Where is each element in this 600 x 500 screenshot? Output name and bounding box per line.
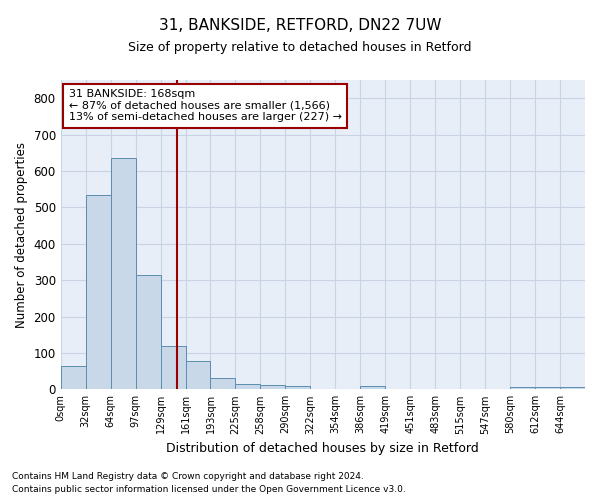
Bar bbox=[260, 386, 286, 390]
Text: Contains public sector information licensed under the Open Government Licence v3: Contains public sector information licen… bbox=[12, 485, 406, 494]
Bar bbox=[286, 386, 310, 390]
Bar bbox=[510, 388, 535, 390]
Bar bbox=[360, 386, 385, 390]
Text: Contains HM Land Registry data © Crown copyright and database right 2024.: Contains HM Land Registry data © Crown c… bbox=[12, 472, 364, 481]
Bar bbox=[86, 194, 110, 390]
X-axis label: Distribution of detached houses by size in Retford: Distribution of detached houses by size … bbox=[166, 442, 479, 455]
Bar bbox=[235, 384, 260, 390]
Bar bbox=[61, 366, 86, 390]
Bar bbox=[110, 158, 136, 390]
Text: 31, BANKSIDE, RETFORD, DN22 7UW: 31, BANKSIDE, RETFORD, DN22 7UW bbox=[159, 18, 441, 32]
Bar bbox=[161, 346, 185, 390]
Text: 31 BANKSIDE: 168sqm
← 87% of detached houses are smaller (1,566)
13% of semi-det: 31 BANKSIDE: 168sqm ← 87% of detached ho… bbox=[68, 90, 341, 122]
Text: Size of property relative to detached houses in Retford: Size of property relative to detached ho… bbox=[128, 41, 472, 54]
Bar bbox=[211, 378, 235, 390]
Y-axis label: Number of detached properties: Number of detached properties bbox=[15, 142, 28, 328]
Bar bbox=[136, 274, 161, 390]
Bar bbox=[185, 361, 211, 390]
Bar bbox=[535, 388, 560, 390]
Bar bbox=[560, 388, 585, 390]
